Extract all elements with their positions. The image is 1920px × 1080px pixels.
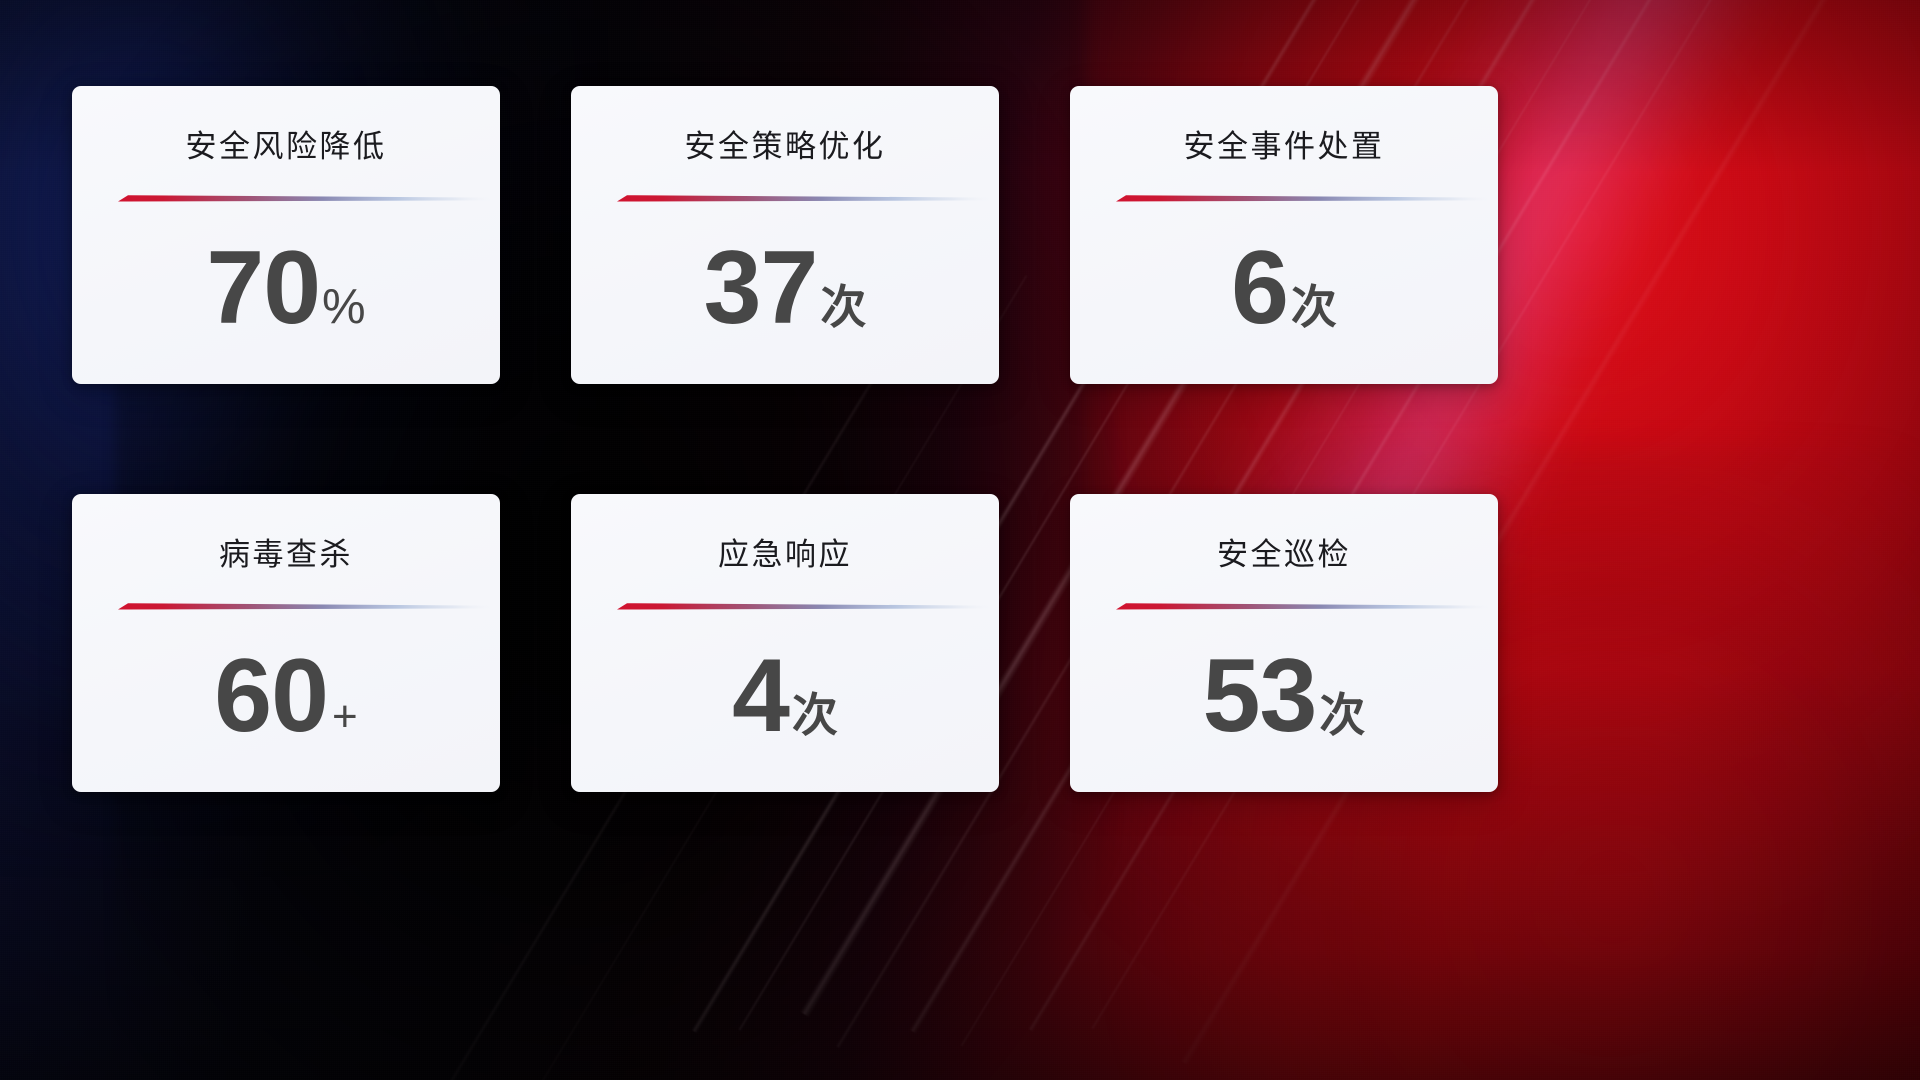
metric-card[interactable]: 安全巡检 [1070, 494, 1498, 792]
metric-card[interactable]: 安全事件处置 [1070, 86, 1498, 384]
card-value-unit: 次 [1319, 689, 1366, 741]
metric-card[interactable]: 安全策略优化 [571, 86, 999, 384]
card-divider-rule [1116, 192, 1488, 206]
card-divider-rule [118, 192, 490, 206]
card-divider-rule [1116, 600, 1488, 614]
card-value: 6 次 [1070, 236, 1498, 340]
card-value-number: 60 [214, 638, 329, 754]
card-divider-rule [617, 192, 989, 206]
card-value-unit: 次 [791, 689, 838, 741]
card-title: 应急响应 [718, 537, 852, 572]
card-value-unit: 次 [1290, 281, 1337, 333]
card-value: 53 次 [1070, 644, 1498, 748]
card-value-number: 37 [703, 230, 819, 346]
card-value: 4 次 [571, 644, 999, 748]
card-value-number: 4 [732, 638, 790, 754]
metric-card[interactable]: 应急响应 [571, 494, 999, 792]
card-value-number: 70 [206, 230, 321, 346]
card-title: 病毒查杀 [219, 537, 353, 572]
metric-card[interactable]: 安全风险降低 [72, 86, 500, 384]
metric-card[interactable]: 病毒查杀 [72, 494, 500, 792]
metric-card-grid: 安全风险降低 [72, 86, 1498, 792]
card-divider-rule [118, 600, 490, 614]
card-title: 安全策略优化 [684, 129, 886, 164]
card-value-number: 53 [1202, 638, 1318, 754]
card-title: 安全事件处置 [1183, 129, 1385, 164]
card-title: 安全风险降低 [185, 129, 387, 164]
card-value: 70 % [72, 236, 500, 340]
card-value-number: 6 [1231, 230, 1289, 346]
card-value-unit: + [331, 692, 358, 741]
card-title: 安全巡检 [1217, 537, 1351, 572]
card-value-unit: % [322, 280, 366, 334]
card-value-unit: 次 [820, 281, 867, 333]
card-divider-rule [617, 600, 989, 614]
card-value: 37 次 [571, 236, 999, 340]
card-value: 60 + [72, 644, 500, 748]
